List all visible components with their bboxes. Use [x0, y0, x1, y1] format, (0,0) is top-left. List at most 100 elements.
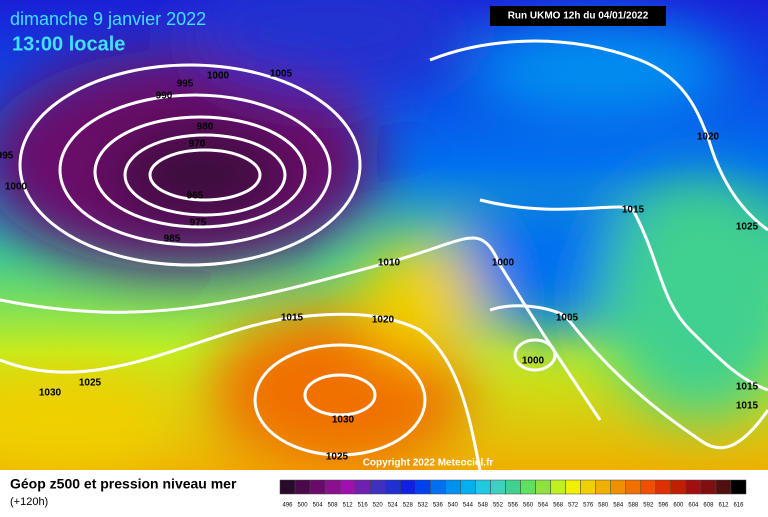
legend-swatch — [535, 479, 551, 495]
legend-label: 596 — [658, 503, 669, 509]
isobar-label: 1030 — [39, 388, 62, 399]
map-time: 13:00 locale — [12, 33, 125, 55]
legend-swatch — [550, 479, 566, 495]
isobar-label: 985 — [164, 234, 181, 245]
legend-label: 520 — [373, 503, 384, 509]
legend-swatch — [685, 479, 702, 495]
legend-swatch — [655, 479, 672, 495]
legend-swatch — [715, 479, 732, 495]
footer-lead: (+120h) — [10, 496, 48, 508]
legend-swatch — [339, 479, 356, 495]
isobar-label: 1020 — [697, 132, 720, 143]
legend-swatch — [294, 479, 311, 495]
legend-label: 576 — [583, 503, 594, 509]
legend-swatch — [354, 479, 371, 495]
legend-label: 548 — [478, 503, 489, 509]
legend-label: 504 — [313, 503, 324, 509]
legend-label: 540 — [448, 503, 459, 509]
isobar-label: 1000 — [5, 182, 28, 193]
legend-swatch — [625, 479, 642, 495]
footer-title: Géop z500 et pression niveau mer — [10, 476, 237, 492]
legend-swatch — [670, 479, 687, 495]
legend-label: 536 — [433, 503, 444, 509]
legend-label: 616 — [733, 503, 744, 509]
map-title: dimanche 9 janvier 2022 — [10, 9, 206, 29]
isobar-label: 1015 — [736, 382, 759, 393]
legend-swatch — [309, 479, 326, 495]
isobar-label: 995 — [177, 79, 194, 90]
isobar-label: 1015 — [736, 401, 759, 412]
isobar-label: 1010 — [378, 258, 401, 269]
legend-label: 580 — [598, 503, 609, 509]
legend-swatch — [369, 479, 386, 495]
isobar-label: 1005 — [556, 313, 579, 324]
legend-swatch — [520, 479, 536, 495]
isobar-label: 975 — [190, 218, 207, 229]
legend-swatch — [430, 479, 446, 495]
legend-label: 560 — [523, 503, 534, 509]
legend-label: 584 — [613, 503, 624, 509]
isobar-label: 1020 — [372, 315, 395, 326]
legend-label: 600 — [673, 503, 684, 509]
legend-label: 516 — [358, 503, 369, 509]
legend-swatch — [700, 479, 717, 495]
legend: 496 500 504 508 512 516 520 524 528 532 536 540 544 5… — [279, 479, 747, 509]
legend-swatch — [490, 479, 506, 495]
legend-swatch — [505, 479, 521, 495]
legend-swatch — [279, 479, 296, 495]
isobar-label: 1025 — [326, 452, 349, 463]
legend-label: 496 — [283, 503, 294, 509]
isobar-label: 1015 — [281, 313, 304, 324]
isobar-label: 980 — [197, 122, 214, 133]
legend-label: 592 — [643, 503, 654, 509]
legend-swatch — [640, 479, 657, 495]
legend-label: 604 — [688, 503, 699, 509]
isobars — [0, 39, 768, 471]
copyright: Copyright 2022 Meteociel.fr — [363, 458, 494, 469]
legend-label: 512 — [343, 503, 354, 509]
legend-label: 572 — [568, 503, 579, 509]
isobar-label: 995 — [0, 151, 14, 162]
isobar-label: 1025 — [79, 378, 102, 389]
isobar-label: 1005 — [270, 69, 293, 80]
isobar-label: 1000 — [522, 356, 545, 367]
legend-label: 564 — [538, 503, 549, 509]
legend-label: 552 — [493, 503, 504, 509]
isobar-label: 1000 — [492, 258, 515, 269]
legend-label: 500 — [298, 503, 309, 509]
legend-swatch — [730, 479, 747, 495]
legend-label: 568 — [553, 503, 564, 509]
legend-label: 532 — [418, 503, 429, 509]
legend-label: 544 — [463, 503, 474, 509]
legend-label: 588 — [628, 503, 639, 509]
legend-swatch — [415, 479, 431, 495]
legend-swatch — [580, 479, 596, 495]
legend-label: 608 — [703, 503, 714, 509]
legend-label: 524 — [388, 503, 399, 509]
legend-swatch — [595, 479, 611, 495]
legend-swatch — [565, 479, 581, 495]
isobar-label: 990 — [156, 91, 173, 102]
legend-swatch — [445, 479, 461, 495]
legend-label: 508 — [328, 503, 339, 509]
legend-label: 612 — [718, 503, 729, 509]
legend-label: 556 — [508, 503, 519, 509]
legend-swatch — [460, 479, 476, 495]
field — [0, 0, 768, 470]
isobar-label: 965 — [187, 191, 204, 202]
isobar-label: 970 — [189, 139, 206, 150]
isobar-label: 1000 — [207, 71, 230, 82]
legend-swatch — [384, 479, 401, 495]
run-label: Run UKMO 12h du 04/01/2022 — [508, 11, 649, 22]
legend-swatch — [610, 479, 626, 495]
legend-swatch — [324, 479, 341, 495]
isobar-label: 1030 — [332, 415, 355, 426]
isobar-label: 1025 — [736, 222, 759, 233]
legend-swatch — [400, 479, 416, 495]
legend-label: 528 — [403, 503, 414, 509]
legend-swatch — [475, 479, 491, 495]
isobar-label: 1015 — [622, 205, 645, 216]
isobar-labels: 995 1000 1005 990 980 970 965 975 985 995 1000 1010… — [0, 69, 759, 463]
